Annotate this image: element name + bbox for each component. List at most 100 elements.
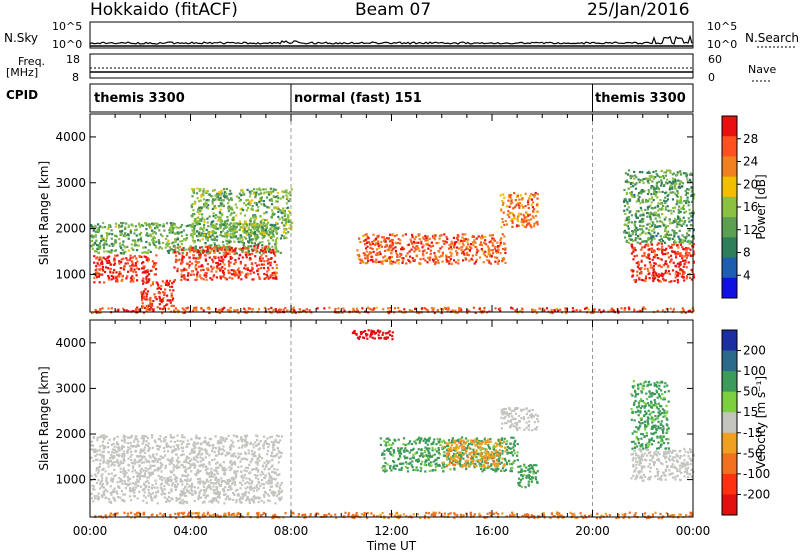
echo-cell <box>690 172 693 175</box>
echo-cell <box>224 226 227 229</box>
echo-cell <box>204 258 207 261</box>
echo-cell <box>274 254 277 257</box>
echo-cell <box>276 227 279 230</box>
echo-cell <box>119 467 122 470</box>
echo-cell <box>98 436 102 439</box>
echo-cell <box>143 482 146 485</box>
echo-cell <box>259 215 262 218</box>
echo-cell <box>154 245 157 248</box>
echo-cell <box>676 251 679 254</box>
echo-cell <box>362 261 365 264</box>
echo-cell <box>678 182 681 186</box>
echo-cell <box>676 281 680 284</box>
echo-cell <box>421 246 424 249</box>
echo-cell <box>274 238 278 242</box>
echo-cell <box>123 453 126 456</box>
echo-cell <box>670 185 674 189</box>
echo-cell <box>129 455 132 458</box>
echo-cell <box>153 456 156 459</box>
echo-cell <box>448 262 451 265</box>
echo-cell <box>214 206 217 209</box>
echo-cell <box>654 176 657 179</box>
echo-cell <box>242 243 245 247</box>
echo-cell <box>269 223 272 226</box>
echo-cell <box>176 483 179 486</box>
echo-cell <box>550 309 553 312</box>
echo-cell <box>120 261 123 264</box>
echo-cell <box>659 274 662 277</box>
echo-cell <box>276 222 279 225</box>
echo-cell <box>228 276 231 279</box>
echo-cell <box>212 212 215 215</box>
echo-cell <box>170 248 173 251</box>
echo-cell <box>277 461 280 464</box>
echo-cell <box>252 192 255 195</box>
echo-cell <box>181 441 185 444</box>
echo-cell <box>423 307 426 310</box>
echo-cell <box>257 243 260 246</box>
echo-cell <box>290 188 293 191</box>
echo-cell <box>246 495 249 499</box>
echo-cell <box>170 226 173 229</box>
echo-cell <box>228 199 231 202</box>
echo-cell <box>110 493 113 496</box>
echo-cell <box>652 271 655 274</box>
echo-cell <box>119 470 122 473</box>
echo-cell <box>267 499 270 502</box>
echo-cell <box>196 271 199 274</box>
echo-cell <box>625 224 628 227</box>
echo-cell <box>104 435 107 439</box>
echo-cell <box>260 470 264 473</box>
echo-cell <box>501 220 504 224</box>
echo-cell <box>220 199 223 202</box>
echo-cell <box>414 235 417 238</box>
echo-cell <box>690 254 693 257</box>
echo-cell <box>406 244 409 247</box>
echo-cell <box>686 232 689 235</box>
echo-cell <box>116 280 119 283</box>
echo-cell <box>164 288 167 291</box>
echo-cell <box>270 257 273 260</box>
echo-cell <box>375 258 378 261</box>
echo-cell <box>683 271 686 274</box>
echo-cell <box>230 273 233 276</box>
echo-cell <box>202 489 206 492</box>
echo-cell <box>220 248 223 252</box>
echo-cell <box>162 299 165 302</box>
echo-cell <box>501 200 504 203</box>
echo-cell <box>496 245 500 248</box>
echo-cell <box>251 308 254 311</box>
echo-cell <box>382 256 385 259</box>
echo-cell <box>138 233 142 236</box>
echo-cell <box>225 188 228 191</box>
echo-cell <box>659 175 663 179</box>
echo-cell <box>637 199 641 203</box>
echo-cell <box>119 266 122 270</box>
echo-cell <box>197 486 200 489</box>
echo-cell <box>316 307 319 310</box>
echo-cell <box>671 183 674 186</box>
echo-cell <box>648 228 651 231</box>
echo-cell <box>627 215 630 219</box>
echo-cell <box>656 204 659 207</box>
echo-cell <box>185 233 188 237</box>
echo-cell <box>499 209 503 212</box>
echo-cell <box>531 308 534 311</box>
echo-cell <box>654 194 657 197</box>
echo-cell <box>223 193 226 196</box>
echo-cell <box>209 277 212 280</box>
echo-cell <box>266 453 269 456</box>
echo-cell <box>489 240 492 243</box>
echo-cell <box>154 227 157 230</box>
echo-cell <box>646 208 650 211</box>
echo-cell <box>260 196 263 199</box>
echo-cell <box>658 239 661 242</box>
echo-cell <box>685 199 688 202</box>
echo-cell <box>251 499 254 502</box>
echo-cell <box>571 307 574 310</box>
echo-cell <box>229 214 232 217</box>
colorbar-segment <box>722 136 737 157</box>
echo-cell <box>254 237 257 240</box>
echo-cell <box>118 226 121 229</box>
echo-cell <box>465 238 468 241</box>
